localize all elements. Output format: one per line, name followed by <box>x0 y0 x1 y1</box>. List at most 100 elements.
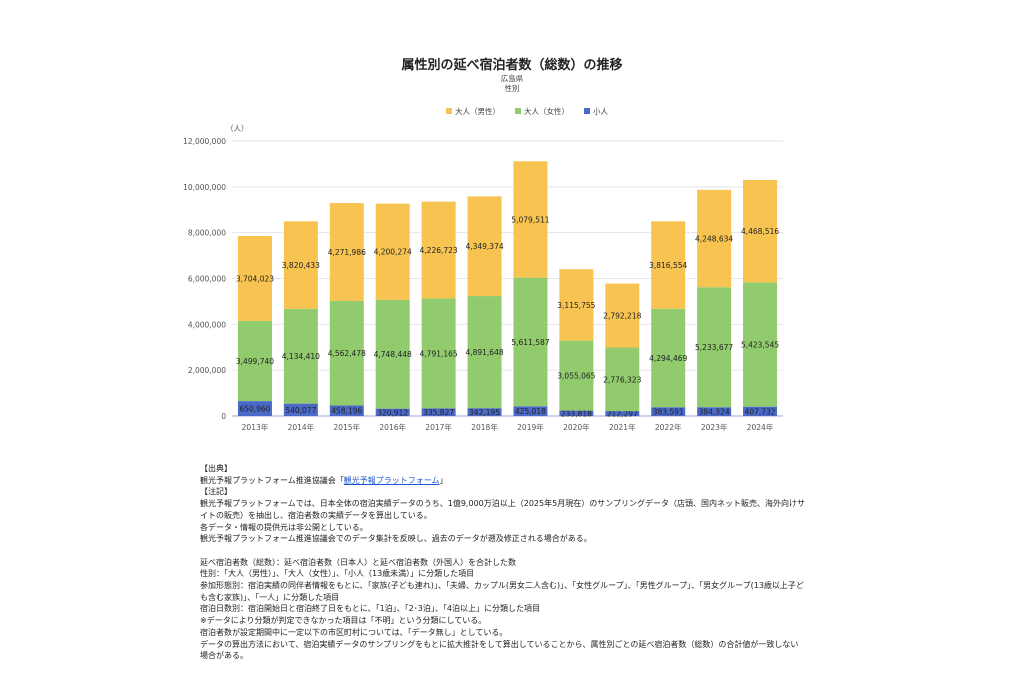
bar-segment <box>651 407 686 416</box>
bar-segment <box>513 161 548 278</box>
definition-line: 場合がある。 <box>200 651 248 661</box>
data-label: 425,018 <box>515 407 546 416</box>
x-tick-label: 2020年 <box>563 422 590 432</box>
source-prefix: 観光予報プラットフォーム推進協議会「 <box>200 475 344 485</box>
bar-segment <box>651 308 686 408</box>
data-label: 407,732 <box>745 407 776 416</box>
y-tick-label: 8,000,000 <box>188 229 226 238</box>
x-tick-label: 2014年 <box>288 422 315 432</box>
data-label: 4,248,634 <box>695 235 733 244</box>
definition-line: 参加形態別：宿泊実績の同伴者情報をもとに、「家族(子ども連れ)」、「夫婦、カップ… <box>200 581 804 591</box>
data-label: 4,294,469 <box>649 354 687 363</box>
notes-heading: 【注記】 <box>200 487 232 497</box>
bar-segment <box>237 235 272 321</box>
data-label: 342,195 <box>469 408 500 417</box>
bar-segment <box>283 308 318 404</box>
data-label: 5,079,511 <box>511 215 549 224</box>
bar-segment <box>743 282 778 407</box>
note-line: イトの販売）を抽出し、宿泊者数の実績データを算出している。 <box>200 510 432 520</box>
bar-segment <box>559 340 594 411</box>
source-link[interactable]: 観光予報プラットフォーム <box>343 475 440 485</box>
y-tick-label: 6,000,000 <box>188 275 226 284</box>
definition-line: 宿泊日数別：宿泊開始日と宿泊終了日をもとに、「1泊」、「2･3泊」、「4泊以上」… <box>200 604 540 614</box>
x-tick-label: 2022年 <box>655 422 682 432</box>
source-line: 観光予報プラットフォーム推進協議会「観光予報プラットフォーム」 <box>200 475 840 487</box>
y-axis-unit: （人） <box>226 124 249 133</box>
data-label: 4,562,478 <box>328 349 366 358</box>
data-label: 650,960 <box>239 405 270 414</box>
x-tick-label: 2016年 <box>379 422 406 432</box>
definition-line: 宿泊者数が設定期間中に一定以下の市区町村については、「データ無し」としている。 <box>200 627 508 637</box>
data-label: 2,792,218 <box>603 312 641 321</box>
bar-segment <box>605 347 640 412</box>
definition-line: 性別：「大人（男性）」、「大人（女性）」、「小人（13歳未満）」に分類した項目 <box>200 569 475 579</box>
definition-line: データの算出方法において、宿泊実績データのサンプリングをもとに拡大推計をして算出… <box>200 639 799 649</box>
bar-segment <box>329 405 364 416</box>
data-label: 3,704,023 <box>236 274 274 283</box>
data-label: 4,748,448 <box>374 350 412 359</box>
data-label: 4,271,986 <box>328 248 366 257</box>
bar-segment <box>743 179 778 283</box>
data-label: 3,816,554 <box>649 261 687 270</box>
data-label: 384,324 <box>699 408 730 417</box>
bar-segment <box>743 406 778 416</box>
note-line: 各データ・情報の提供元は非公開としている。 <box>200 522 368 532</box>
x-tick-label: 2018年 <box>471 422 498 432</box>
bar-segment <box>329 300 364 406</box>
legend-swatch <box>584 108 590 114</box>
notes-section: 【出典】 観光予報プラットフォーム推進協議会「観光予報プラットフォーム」 【注記… <box>200 463 840 662</box>
y-tick-label: 12,000,000 <box>183 137 226 146</box>
legend-label: 大人（男性） <box>455 106 500 116</box>
bar-segment <box>467 196 502 297</box>
data-label: 2,776,323 <box>603 375 641 384</box>
bar-segment <box>421 201 456 299</box>
x-tick-label: 2015年 <box>333 422 360 432</box>
y-tick-label: 0 <box>221 412 226 421</box>
chart-title: 属性別の延べ宿泊者数（総数）の推移 <box>401 58 623 73</box>
data-label: 5,423,545 <box>741 341 779 350</box>
bar-segment <box>329 203 364 301</box>
y-tick-label: 10,000,000 <box>183 183 226 192</box>
x-tick-label: 2017年 <box>425 422 452 432</box>
source-suffix: 」 <box>439 475 448 485</box>
source-heading: 【出典】 <box>200 464 232 473</box>
y-tick-label: 4,000,000 <box>188 320 226 329</box>
bar-segment <box>467 408 502 416</box>
stacked-bar-chart: 大人（男性） 大人（女性） 小人 （人） 0 2,000,000 4,000,000 6,00… <box>183 106 783 432</box>
data-label: 4,134,410 <box>282 352 320 361</box>
data-label: 540,077 <box>285 406 316 415</box>
bar-segment <box>375 299 410 409</box>
bar-segment <box>237 401 272 416</box>
data-label: 3,499,740 <box>236 357 274 366</box>
data-label: 4,891,648 <box>465 348 503 357</box>
data-label: 5,233,677 <box>695 343 733 352</box>
legend-swatch <box>515 108 521 114</box>
chart-subtitle-region: 広島県 <box>500 74 524 83</box>
data-label: 458,196 <box>331 407 362 416</box>
data-label: 3,115,755 <box>557 301 595 310</box>
bar-segment <box>605 283 640 348</box>
bar-segment <box>651 221 686 309</box>
bar-segment <box>697 407 732 416</box>
definition-line: 延べ宿泊者数（総数）：延べ宿泊者数（日本人）と延べ宿泊者数（外国人）を合計した数 <box>200 557 516 567</box>
bar-segment <box>605 411 640 416</box>
data-label: 4,791,165 <box>420 349 458 358</box>
data-label: 3,820,433 <box>282 261 320 270</box>
definition-line: ※データにより分類が判定できなかった項目は「不明」という分類にしている。 <box>200 616 487 626</box>
bar-segment <box>513 406 548 416</box>
definition-line: も含む家族)」、「一人」に分類した項目 <box>200 592 340 602</box>
x-tick-label: 2024年 <box>747 422 774 432</box>
bar-segment <box>375 408 410 416</box>
legend-label: 大人（女性） <box>524 106 569 116</box>
bar-segment <box>237 320 272 402</box>
data-label: 383,591 <box>653 408 684 417</box>
x-tick-label: 2023年 <box>701 422 728 432</box>
data-label: 5,611,587 <box>511 338 549 347</box>
data-label: 4,226,723 <box>420 246 458 255</box>
legend-swatch <box>446 108 452 114</box>
legend-label: 小人 <box>593 107 608 116</box>
data-label: 4,468,516 <box>741 227 779 236</box>
note-line: 観光予報プラットフォーム推進協議会でのデータ集計を反映し、過去のデータが遡及修正… <box>200 534 592 544</box>
bar-segment <box>559 410 594 416</box>
y-tick-label: 2,000,000 <box>188 366 226 375</box>
